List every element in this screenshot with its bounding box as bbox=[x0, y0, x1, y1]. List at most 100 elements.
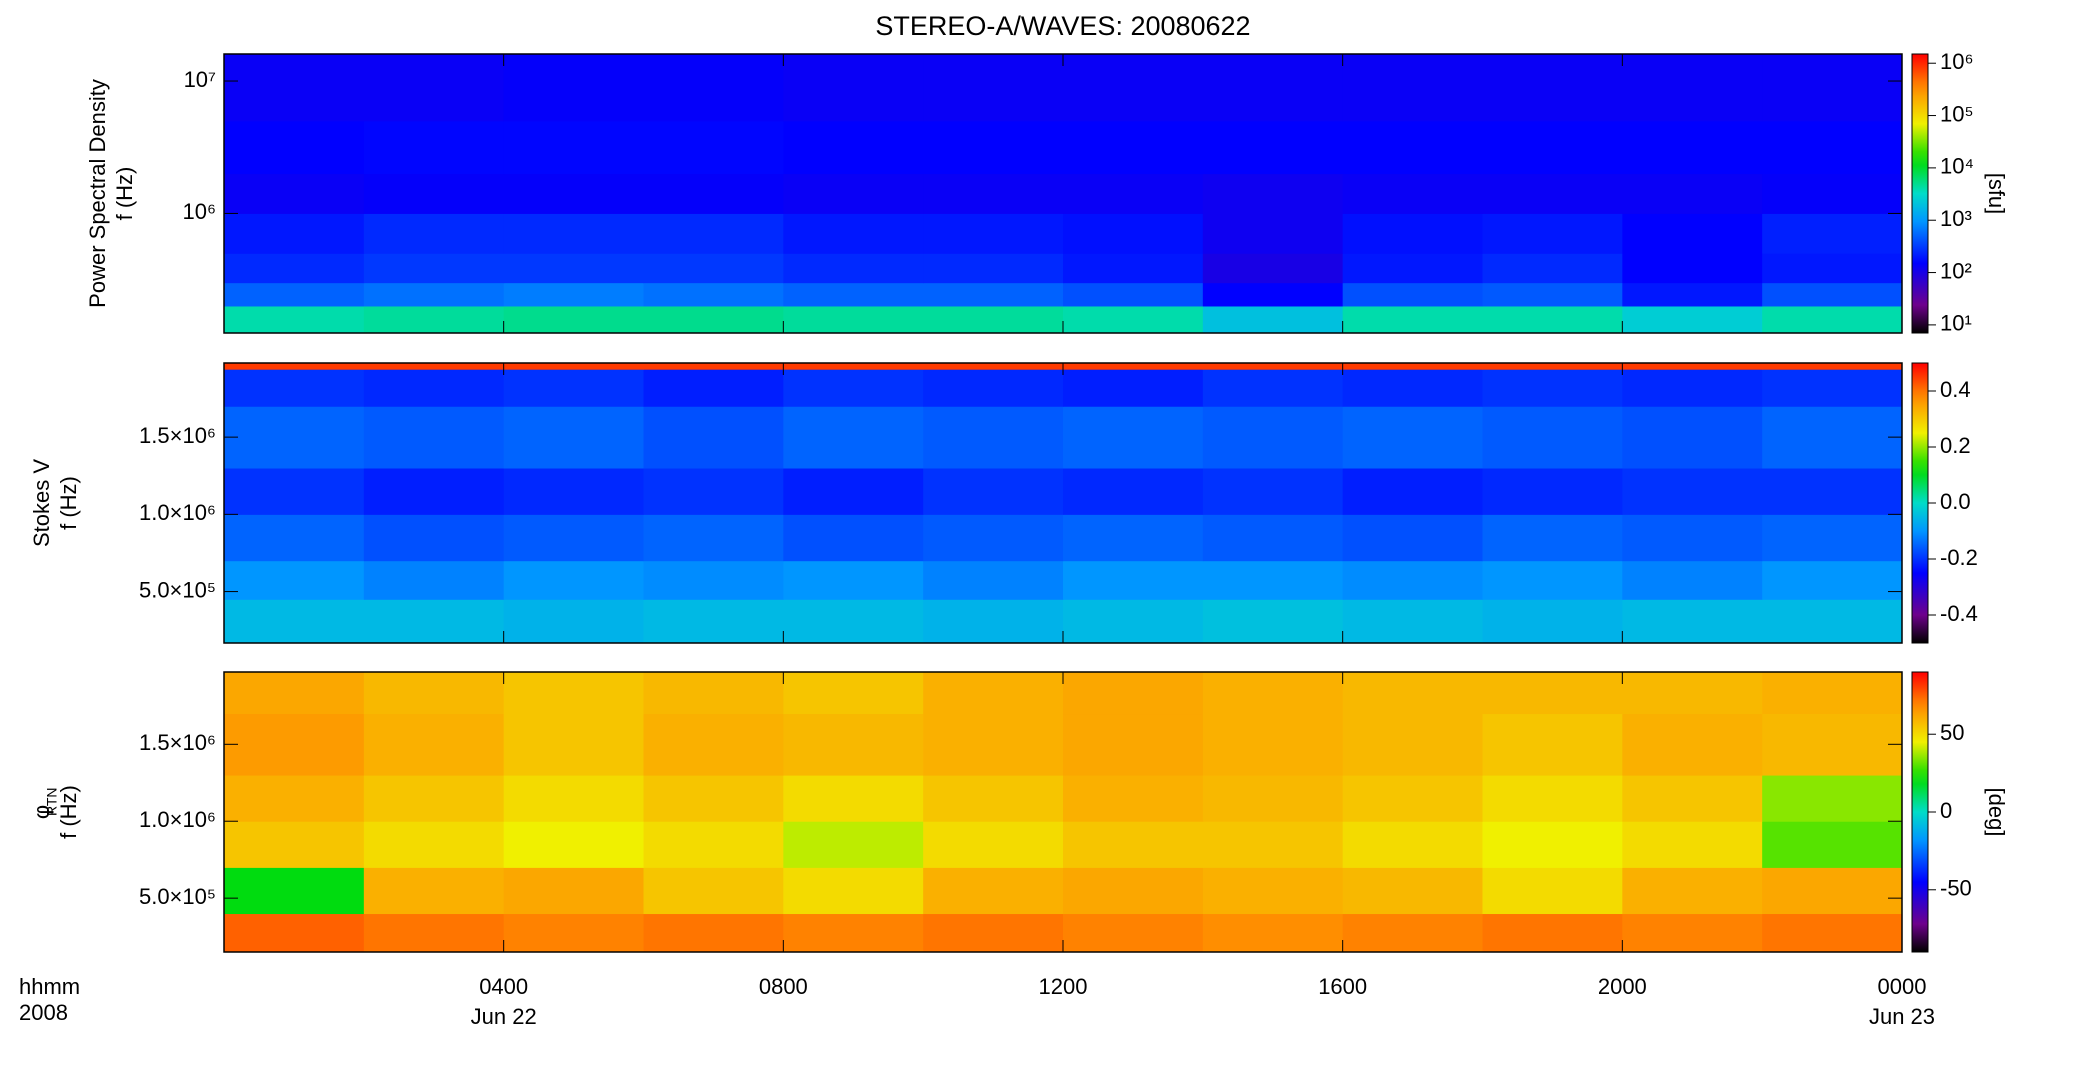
colorbar-tick-label: 0.4 bbox=[1940, 377, 1971, 402]
heatmap-cell bbox=[363, 54, 505, 122]
heatmap-cell bbox=[224, 305, 365, 334]
heatmap-cell bbox=[923, 821, 1064, 868]
figure-title: STEREO-A/WAVES: 20080622 bbox=[875, 11, 1250, 41]
heatmap-cell bbox=[1202, 369, 1344, 407]
heatmap-cell bbox=[643, 120, 784, 175]
heatmap-cell bbox=[363, 468, 505, 515]
heatmap-cell bbox=[1063, 305, 1204, 334]
heatmap-cell bbox=[224, 54, 365, 122]
heatmap-cell bbox=[1762, 213, 1903, 254]
heatmap-cell bbox=[1482, 821, 1623, 868]
heatmap-cell bbox=[783, 369, 924, 407]
heatmap-cell bbox=[1342, 173, 1483, 214]
heatmap-cell bbox=[1762, 406, 1903, 469]
heatmap-cell bbox=[1622, 560, 1763, 600]
heatmap-cell bbox=[1202, 867, 1344, 915]
heatmap-cell bbox=[1622, 363, 1763, 370]
heatmap-cell bbox=[783, 713, 924, 776]
heatmap-cell bbox=[503, 468, 644, 515]
heatmap-cell bbox=[1622, 173, 1763, 214]
heatmap-cell bbox=[503, 173, 644, 214]
heatmap-cell bbox=[1063, 173, 1204, 214]
heatmap-cell bbox=[1482, 560, 1623, 600]
colorbar-tick-label: 10¹ bbox=[1940, 311, 1972, 336]
heatmap-cell bbox=[1202, 406, 1344, 469]
y-tick-label: 10⁷ bbox=[184, 67, 216, 92]
heatmap-cell bbox=[1622, 406, 1763, 469]
heatmap-cell bbox=[1622, 672, 1763, 715]
heatmap-cell bbox=[1622, 821, 1763, 868]
heatmap-cell bbox=[643, 282, 784, 307]
colorbar-label: [sfu] bbox=[1984, 173, 2009, 215]
heatmap-cell bbox=[1202, 173, 1344, 214]
heatmap-cell bbox=[363, 775, 505, 822]
y-axis-label: Power Spectral Density bbox=[85, 79, 110, 308]
heatmap-cell bbox=[363, 369, 505, 407]
heatmap-cell bbox=[1342, 867, 1483, 915]
heatmap-cell bbox=[1342, 305, 1483, 334]
heatmap-cell bbox=[1342, 120, 1483, 175]
heatmap-cell bbox=[224, 253, 365, 284]
heatmap-cell bbox=[783, 54, 924, 122]
heatmap-cell bbox=[1622, 867, 1763, 915]
heatmap-cell bbox=[224, 672, 365, 715]
heatmap-cell bbox=[643, 913, 784, 953]
heatmap-cell bbox=[1622, 120, 1763, 175]
heatmap-cell bbox=[1622, 514, 1763, 562]
heatmap-cell bbox=[224, 713, 365, 776]
heatmap-cell bbox=[923, 120, 1064, 175]
heatmap-cell bbox=[1063, 282, 1204, 307]
heatmap-cell bbox=[1063, 867, 1204, 915]
heatmap-cell bbox=[363, 282, 505, 307]
colorbar-tick-label: 0.0 bbox=[1940, 489, 1971, 514]
colorbar-label: [deg] bbox=[1984, 788, 2009, 837]
heatmap-cell bbox=[1202, 282, 1344, 307]
heatmap-cell bbox=[783, 867, 924, 915]
x-unit-label: hhmm bbox=[19, 974, 80, 999]
heatmap-cell bbox=[224, 363, 365, 370]
heatmap-cell bbox=[1342, 369, 1483, 407]
heatmap-cell bbox=[1342, 821, 1483, 868]
heatmap-cell bbox=[923, 54, 1064, 122]
heatmap-cell bbox=[503, 599, 644, 644]
heatmap-cell bbox=[643, 406, 784, 469]
heatmap-cell bbox=[503, 363, 644, 370]
heatmap-cell bbox=[1762, 775, 1903, 822]
heatmap-cell bbox=[1342, 713, 1483, 776]
heatmap-cell bbox=[643, 514, 784, 562]
heatmap-cell bbox=[1342, 253, 1483, 284]
heatmap-cell bbox=[1762, 867, 1903, 915]
heatmap-cell bbox=[1622, 369, 1763, 407]
heatmap-cell bbox=[783, 173, 924, 214]
heatmap-cell bbox=[923, 713, 1064, 776]
heatmap-cell bbox=[1342, 775, 1483, 822]
heatmap-cell bbox=[1762, 120, 1903, 175]
heatmap-cell bbox=[1202, 213, 1344, 254]
heatmap-cell bbox=[1482, 514, 1623, 562]
heatmap-cell bbox=[1202, 54, 1344, 122]
colorbar-tick-label: -0.4 bbox=[1940, 601, 1978, 626]
colorbar bbox=[1911, 53, 1929, 334]
heatmap-cell bbox=[1342, 599, 1483, 644]
x-tick-label: 0000 bbox=[1878, 974, 1927, 999]
colorbar-tick-label: -0.2 bbox=[1940, 545, 1978, 570]
heatmap-cell bbox=[1063, 363, 1204, 370]
heatmap-cell bbox=[363, 213, 505, 254]
heatmap-cell bbox=[224, 282, 365, 307]
heatmap-cell bbox=[363, 305, 505, 334]
heatmap-cell bbox=[923, 305, 1064, 334]
heatmap-cell bbox=[643, 599, 784, 644]
heatmap-cell bbox=[783, 672, 924, 715]
heatmap-cell bbox=[1762, 363, 1903, 370]
x-tick-label: 2000 bbox=[1598, 974, 1647, 999]
heatmap-cell bbox=[783, 305, 924, 334]
heatmap-cell bbox=[643, 213, 784, 254]
heatmap-cell bbox=[224, 599, 365, 644]
heatmap-cell bbox=[363, 173, 505, 214]
heatmap-cell bbox=[923, 775, 1064, 822]
heatmap-cell bbox=[783, 120, 924, 175]
y-axis-label: f (Hz) bbox=[56, 476, 81, 530]
y-tick-label: 10⁶ bbox=[182, 199, 216, 224]
heatmap-cell bbox=[923, 468, 1064, 515]
heatmap-cell bbox=[1762, 821, 1903, 868]
